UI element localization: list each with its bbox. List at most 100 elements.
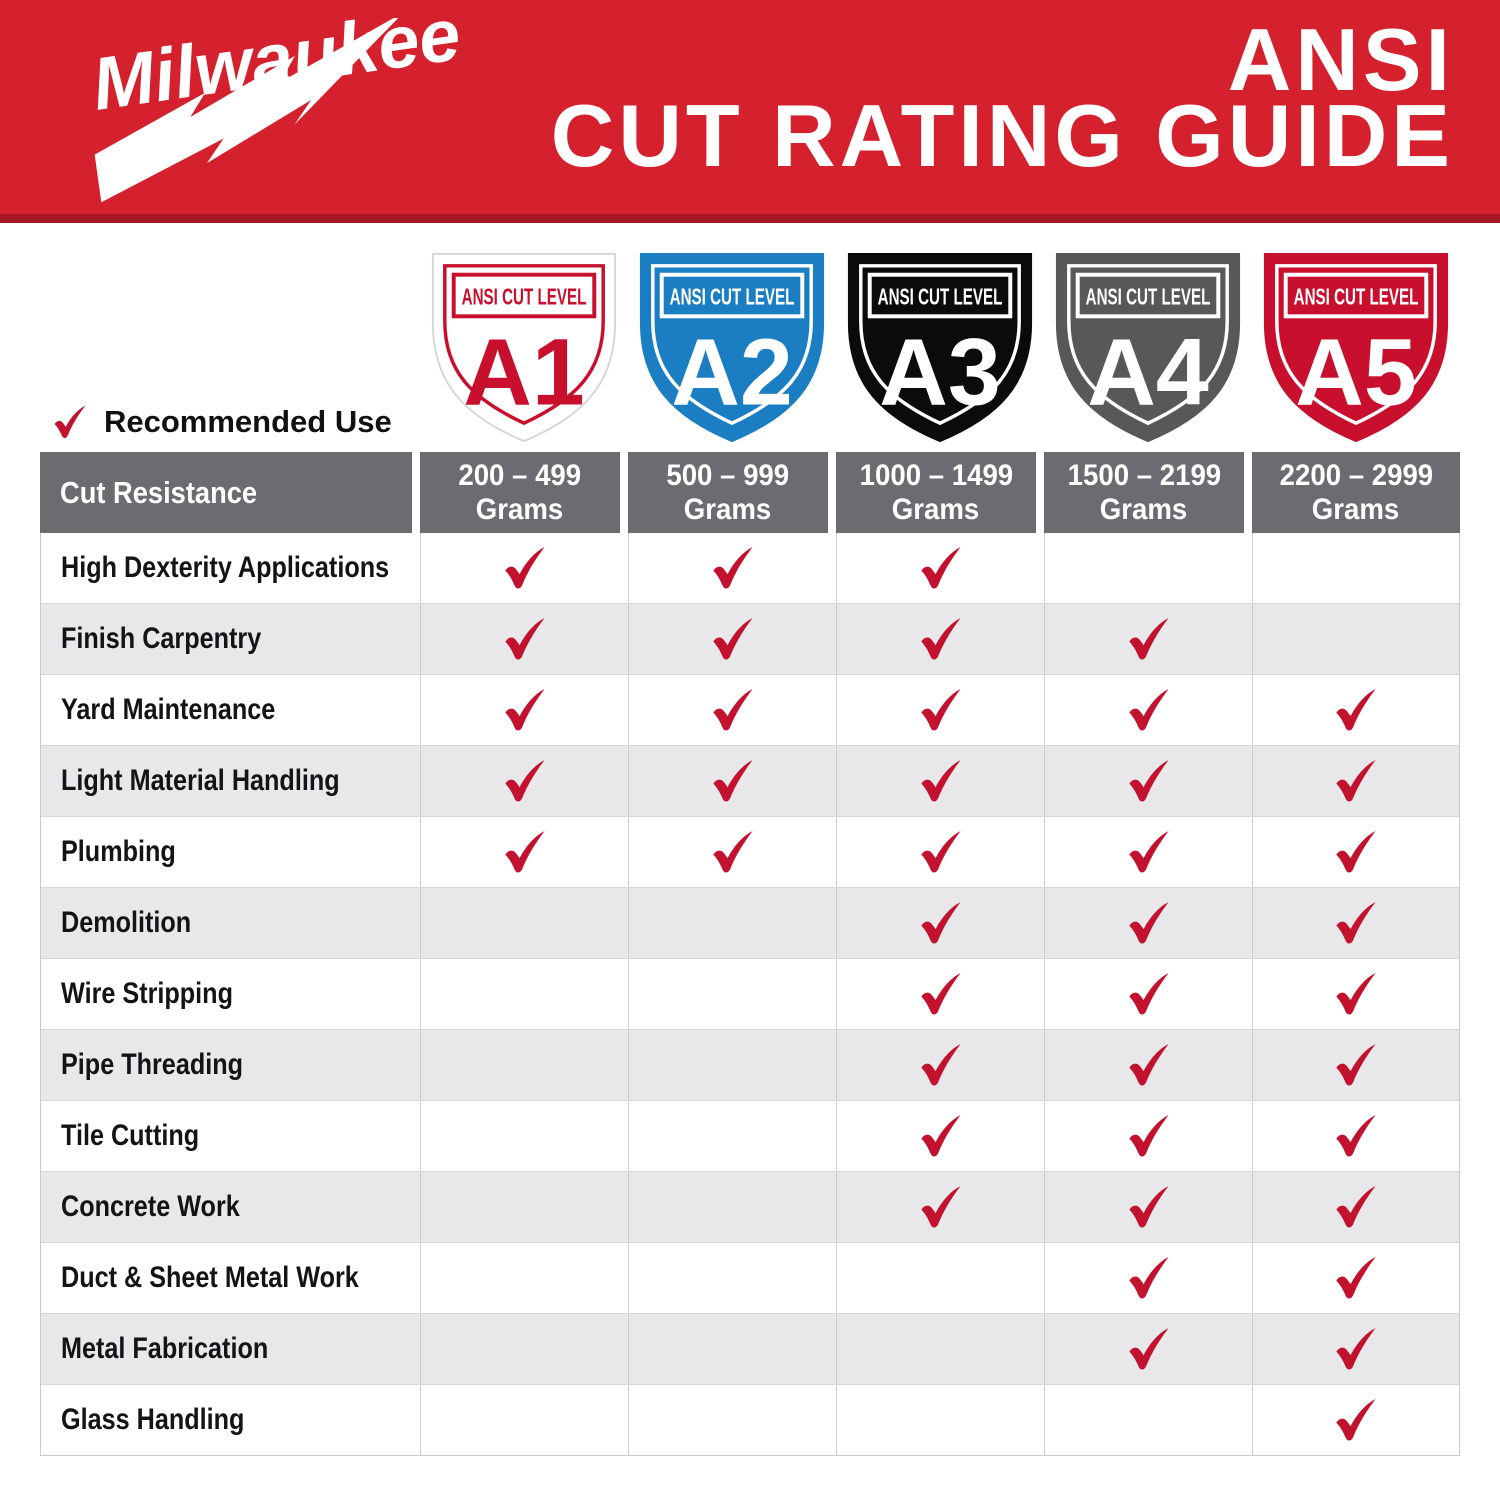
check-cell (628, 1385, 836, 1455)
check-cell (1044, 746, 1252, 816)
check-cell (836, 959, 1044, 1029)
ansi-cut-level-shield-a5: ANSI CUT LEVEL A5 (1257, 248, 1455, 446)
lightning-bolt-icon (94, 18, 404, 203)
check-icon (1336, 760, 1376, 802)
check-icon (1128, 1328, 1169, 1370)
check-cell (420, 675, 628, 745)
check-cell (628, 1172, 836, 1242)
check-cell (836, 533, 1044, 603)
gram-unit-label: Grams (892, 492, 980, 526)
row-label: Light Material Handling (61, 764, 340, 797)
row-label: Yard Maintenance (61, 693, 276, 726)
row-label-cell: Demolition (41, 888, 420, 958)
check-icon (1336, 1115, 1376, 1157)
check-cell (420, 1385, 628, 1455)
check-cell (836, 1030, 1044, 1100)
check-cell (628, 675, 836, 745)
check-cell (628, 1101, 836, 1171)
recommended-use-legend: Recommended Use (52, 398, 392, 446)
check-icon (712, 547, 753, 589)
check-icon (920, 973, 961, 1015)
ansi-cut-level-shield-a3: ANSI CUT LEVEL A3 (841, 248, 1039, 446)
check-cell (1044, 1243, 1252, 1313)
header-cell-grams-0: 200 – 499 Grams (420, 452, 628, 533)
shield-banner-label: ANSI CUT LEVEL (670, 283, 795, 309)
check-cell (1044, 1172, 1252, 1242)
gram-range-label: 1500 – 2199 (1067, 458, 1221, 492)
gram-unit-label: Grams (1312, 492, 1400, 526)
header-banner: Milwaukee ® ANSI CUT RATING GUIDE (0, 0, 1500, 214)
check-cell (628, 746, 836, 816)
ansi-cut-level-shield-a1: ANSI CUT LEVEL A1 (425, 248, 623, 446)
check-cell (836, 746, 1044, 816)
table-row: Metal Fabrication (41, 1314, 1459, 1385)
check-cell (1252, 959, 1459, 1029)
row-label: Demolition (61, 906, 192, 939)
check-icon (712, 831, 753, 873)
table-row: Light Material Handling (41, 746, 1459, 817)
check-cell (420, 746, 628, 816)
check-cell (1044, 1030, 1252, 1100)
row-label-cell: High Dexterity Applications (41, 533, 420, 603)
check-cell (1044, 959, 1252, 1029)
gram-range-label: 500 – 999 (666, 458, 790, 492)
gram-range-label: 1000 – 1499 (859, 458, 1013, 492)
check-cell (628, 1314, 836, 1384)
check-icon (1128, 1186, 1169, 1228)
check-cell (420, 888, 628, 958)
check-icon (1336, 1186, 1376, 1228)
check-icon (920, 902, 961, 944)
gram-range-label: 200 – 499 (458, 458, 582, 492)
ansi-cut-level-shield-a2: ANSI CUT LEVEL A2 (633, 248, 831, 446)
row-label-cell: Metal Fabrication (41, 1314, 420, 1384)
row-label-cell: Pipe Threading (41, 1030, 420, 1100)
row-label: Glass Handling (61, 1403, 245, 1436)
check-icon (54, 405, 86, 439)
check-icon (920, 1186, 961, 1228)
check-icon (504, 618, 545, 660)
check-cell (1252, 533, 1459, 603)
table-row: Demolition (41, 888, 1459, 959)
check-cell (1044, 533, 1252, 603)
shield-level-label: A3 (879, 319, 1000, 425)
check-cell (420, 1243, 628, 1313)
page-title-line1: ANSI (1227, 10, 1454, 109)
check-cell (420, 533, 628, 603)
check-cell (836, 1385, 1044, 1455)
check-cell (1252, 1243, 1459, 1313)
header-cell-grams-4: 2200 – 2999 Grams (1252, 452, 1460, 533)
table-row: Wire Stripping (41, 959, 1459, 1030)
check-cell (628, 817, 836, 887)
check-cell (1252, 817, 1459, 887)
cut-resistance-label: Cut Resistance (60, 474, 258, 510)
check-cell (1252, 1385, 1459, 1455)
check-cell (1252, 1314, 1459, 1384)
row-label: Tile Cutting (61, 1119, 200, 1152)
check-cell (628, 1030, 836, 1100)
check-icon (1128, 902, 1169, 944)
table-row: Concrete Work (41, 1172, 1459, 1243)
check-icon (504, 689, 545, 731)
check-cell (836, 1243, 1044, 1313)
check-icon (1128, 689, 1169, 731)
ansi-cut-level-shield-a4: ANSI CUT LEVEL A4 (1049, 248, 1247, 446)
check-cell (628, 888, 836, 958)
row-label: Wire Stripping (61, 977, 233, 1010)
header-cell-grams-1: 500 – 999 Grams (628, 452, 836, 533)
header-cell-grams-3: 1500 – 2199 Grams (1044, 452, 1252, 533)
check-cell (1044, 817, 1252, 887)
check-icon (920, 1115, 961, 1157)
gram-unit-label: Grams (684, 492, 772, 526)
check-cell (420, 1314, 628, 1384)
row-label-cell: Plumbing (41, 817, 420, 887)
table-row: Finish Carpentry (41, 604, 1459, 675)
shield-level-label: A2 (671, 319, 792, 425)
check-cell (1044, 888, 1252, 958)
check-icon (1128, 760, 1169, 802)
check-cell (628, 604, 836, 674)
check-cell (836, 817, 1044, 887)
check-cell (1252, 1030, 1459, 1100)
check-cell (1044, 1101, 1252, 1171)
check-cell (1044, 604, 1252, 674)
table-row: Glass Handling (41, 1385, 1459, 1455)
